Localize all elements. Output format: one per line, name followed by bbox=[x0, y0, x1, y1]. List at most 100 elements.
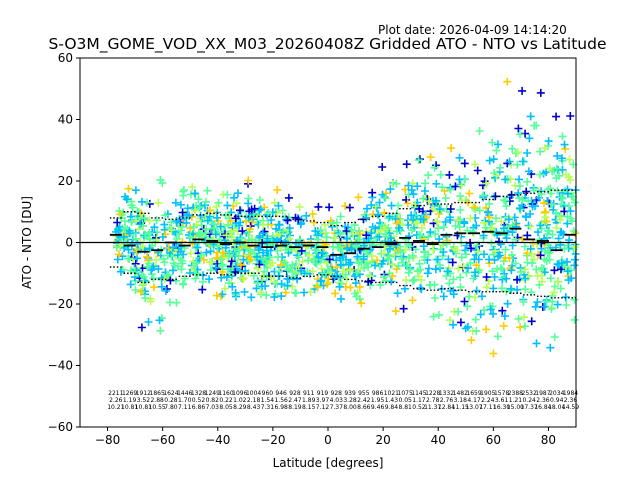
y-axis-label: ATO - NTO [DU] bbox=[20, 196, 34, 289]
scatter-point bbox=[223, 253, 232, 262]
scatter-point bbox=[566, 207, 575, 216]
scatter-point bbox=[352, 268, 361, 277]
scatter-point bbox=[253, 264, 262, 273]
scatter-point bbox=[362, 213, 371, 222]
scatter-point bbox=[431, 265, 440, 274]
scatter-point bbox=[341, 202, 350, 210]
bin-count-label: 7.11 bbox=[178, 404, 192, 411]
scatter-point bbox=[285, 235, 294, 243]
bin-count-label: 2.42 bbox=[357, 397, 371, 404]
scatter-point bbox=[465, 189, 474, 198]
scatter-point bbox=[533, 298, 542, 307]
scatter-point bbox=[546, 274, 555, 283]
scatter-point bbox=[384, 255, 392, 264]
scatter-point bbox=[321, 220, 329, 229]
scatter-point bbox=[562, 301, 571, 309]
scatter-point bbox=[216, 222, 225, 231]
scatter-point bbox=[557, 200, 566, 209]
scatter-point bbox=[205, 258, 214, 267]
scatter-point bbox=[446, 316, 454, 325]
scatter-point bbox=[124, 254, 133, 263]
scatter-point bbox=[425, 197, 434, 206]
scatter-point bbox=[542, 217, 551, 226]
scatter-point bbox=[329, 242, 337, 251]
bin-count-label: 955 bbox=[358, 390, 370, 397]
scatter-point bbox=[547, 304, 556, 313]
scatter-point bbox=[438, 183, 447, 192]
scatter-point bbox=[292, 239, 300, 248]
bin-count-label: 2532 bbox=[522, 390, 537, 397]
scatter-point bbox=[528, 202, 537, 211]
scatter-point bbox=[250, 204, 259, 213]
scatter-point bbox=[392, 219, 401, 228]
scatter-point bbox=[456, 283, 465, 292]
bin-count-label: 1624 bbox=[163, 390, 178, 397]
chart-title: S-O3M_GOME_VOD_XX_M03_20260408Z Gridded … bbox=[48, 35, 607, 53]
scatter-point bbox=[231, 214, 240, 223]
scatter-point bbox=[502, 274, 511, 283]
scatter-point bbox=[381, 194, 390, 203]
scatter-point bbox=[499, 224, 508, 233]
scatter-point bbox=[185, 211, 194, 220]
scatter-point bbox=[485, 255, 493, 264]
scatter-point bbox=[430, 294, 439, 302]
bin-count-label: 1.89 bbox=[302, 397, 316, 404]
bin-count-label: 8.81 bbox=[398, 404, 412, 411]
scatter-point bbox=[462, 250, 471, 259]
scatter-point bbox=[138, 197, 146, 206]
scatter-point bbox=[507, 251, 516, 260]
scatter-point bbox=[121, 223, 130, 232]
scatter-point bbox=[563, 219, 572, 228]
bin-count-label: 14.59 bbox=[562, 404, 579, 411]
scatter-point bbox=[212, 202, 221, 211]
scatter-point bbox=[300, 288, 308, 297]
scatter-point bbox=[432, 179, 441, 188]
scatter-point bbox=[291, 288, 299, 297]
scatter-point bbox=[371, 261, 379, 270]
scatter-point bbox=[521, 285, 530, 294]
scatter-point bbox=[190, 189, 199, 198]
scatter-point bbox=[139, 280, 148, 289]
scatter-point bbox=[449, 275, 458, 284]
scatter-point bbox=[323, 280, 332, 289]
scatter-point bbox=[508, 144, 517, 153]
scatter-point bbox=[560, 244, 569, 253]
bin-count-label: 6.98 bbox=[274, 404, 288, 411]
bin-count-label: 1482 bbox=[453, 390, 468, 397]
bin-count-label: 946 bbox=[275, 390, 287, 397]
scatter-point bbox=[470, 255, 479, 264]
scatter-point bbox=[283, 216, 292, 225]
scatter-point bbox=[169, 266, 177, 275]
bin-count-label: 919 bbox=[317, 390, 329, 397]
scatter-point bbox=[411, 200, 420, 209]
scatter-point bbox=[494, 140, 502, 149]
scatter-point bbox=[273, 236, 281, 245]
scatter-point bbox=[467, 244, 475, 253]
scatter-point bbox=[553, 278, 562, 286]
scatter-point bbox=[169, 243, 177, 252]
scatter-point bbox=[439, 292, 448, 301]
scatter-point bbox=[555, 240, 564, 248]
scatter-point bbox=[473, 166, 482, 175]
scatter-point bbox=[334, 243, 343, 252]
scatter-point bbox=[253, 252, 261, 261]
bin-count-label: 1446 bbox=[177, 390, 192, 397]
scatter-point bbox=[223, 190, 232, 199]
scatter-point bbox=[172, 217, 181, 225]
bin-count-label: 2.24 bbox=[481, 397, 495, 404]
bin-count-label: 1987 bbox=[535, 390, 550, 397]
scatter-point bbox=[113, 255, 122, 264]
scatter-point bbox=[472, 286, 481, 295]
bin-count-label: 4.17 bbox=[467, 397, 481, 404]
scatter-point bbox=[449, 320, 458, 329]
bin-count-label: 15.00 bbox=[507, 404, 524, 411]
scatter-point bbox=[227, 228, 235, 237]
scatter-point bbox=[496, 240, 505, 249]
x-axis-ticks: −80 −60 −40 −20 0 20 40 60 80 bbox=[95, 427, 556, 447]
scatter-point bbox=[457, 253, 466, 262]
scatter-point bbox=[336, 261, 345, 270]
scatter-point bbox=[384, 224, 393, 232]
scatter-point bbox=[394, 261, 403, 270]
scatter-point bbox=[342, 227, 351, 235]
